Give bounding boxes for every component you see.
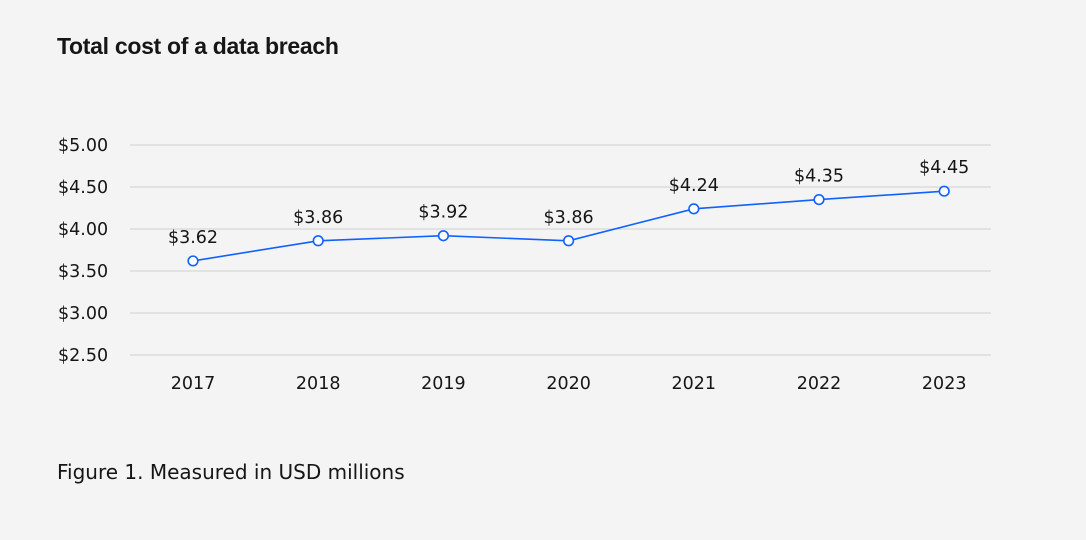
data-label: $3.62 [168,228,218,248]
y-axis-tick-labels: $5.00 $4.50 $4.00 $3.50 $3.00 $2.50 [58,136,108,366]
x-tick-label: 2022 [797,374,842,394]
data-label: $4.35 [794,167,844,187]
y-tick-label: $5.00 [58,136,108,156]
data-label: $3.86 [544,208,594,228]
data-point [938,185,950,197]
data-point [187,255,199,267]
x-axis-tick-labels: 2017 2018 2019 2020 2021 2022 2023 [171,374,967,394]
x-tick-label: 2023 [922,374,967,394]
data-label: $3.92 [418,203,468,223]
y-tick-label: $2.50 [58,346,108,366]
x-tick-label: 2019 [421,374,466,394]
gridlines [130,144,991,356]
y-tick-label: $4.00 [58,220,108,240]
data-label: $4.45 [919,158,969,178]
x-tick-label: 2021 [672,374,717,394]
x-tick-label: 2020 [546,374,591,394]
y-tick-label: $3.50 [58,262,108,282]
y-tick-label: $3.00 [58,304,108,324]
data-point [437,230,450,242]
data-point [562,235,575,247]
data-label: $4.24 [669,176,719,196]
data-point [312,235,324,247]
data-point [813,194,825,206]
y-tick-label: $4.50 [58,178,108,198]
x-tick-label: 2017 [171,374,216,394]
chart-title: Total cost of a data breach [57,33,339,59]
data-labels: $3.62 $3.86 $3.92 $3.86 $4.24 $4.35 $4.45 [168,158,969,248]
data-points [187,185,950,267]
data-point [688,203,700,215]
data-label: $3.86 [293,208,343,228]
x-tick-label: 2018 [296,374,341,394]
figure-caption: Figure 1. Measured in USD millions [57,460,405,484]
